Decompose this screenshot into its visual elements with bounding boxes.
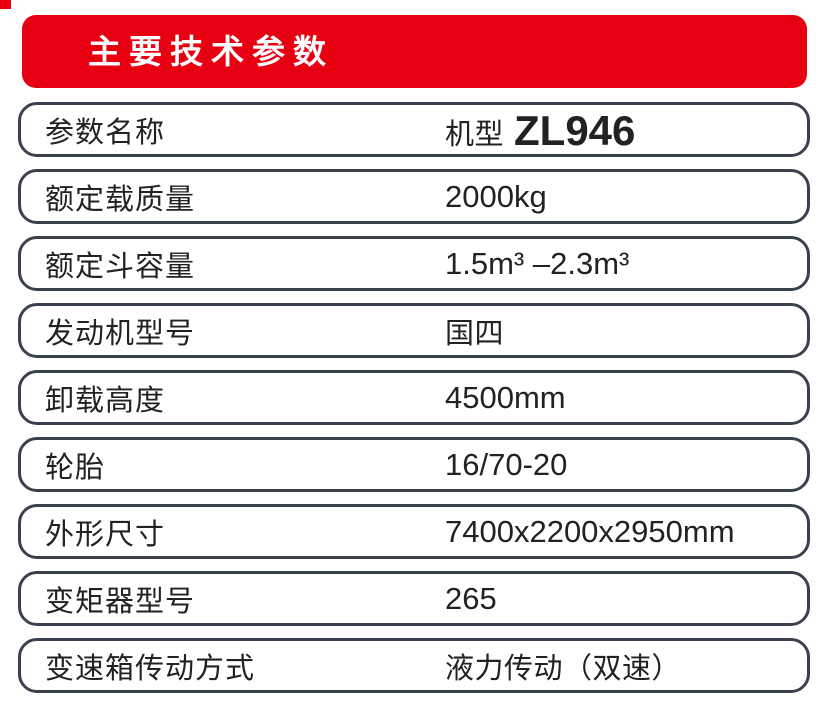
spec-value: 1.5m³ –2.3m³ [445, 245, 630, 281]
spec-label: 额定载质量 [45, 183, 196, 216]
spec-label: 额定斗容量 [45, 250, 196, 283]
red-corner-mark [0, 0, 11, 9]
spec-label: 轮胎 [45, 451, 106, 484]
spec-row-rated-load: 额定载质量 2000kg [18, 169, 810, 224]
spec-row-bucket-capacity: 额定斗容量 1.5m³ –2.3m³ [18, 236, 810, 291]
spec-table: 参数名称 机型 ZL946 额定载质量 2000kg 额定斗容量 1.5m³ –2… [18, 102, 810, 705]
section-title: 主要技术参数 [88, 33, 334, 70]
model-label: 机型 [445, 118, 505, 151]
spec-label: 外形尺寸 [45, 518, 166, 551]
spec-value: 机型 ZL946 [445, 106, 807, 154]
spec-label: 参数名称 [45, 116, 166, 149]
spec-row-dimensions: 外形尺寸 7400x2200x2950mm [18, 504, 810, 559]
spec-value: 7400x2200x2950mm [445, 513, 735, 549]
spec-row-tires: 轮胎 16/70-20 [18, 437, 810, 492]
spec-row-torque-converter: 变矩器型号 265 [18, 571, 810, 626]
spec-row-engine-model: 发动机型号 国四 [18, 303, 810, 358]
spec-label: 卸载高度 [45, 384, 166, 417]
spec-value: 265 [445, 580, 497, 616]
model-number: ZL946 [514, 106, 636, 154]
spec-row-dump-height: 卸载高度 4500mm [18, 370, 810, 425]
spec-label: 发动机型号 [45, 317, 196, 350]
spec-value: 2000kg [445, 178, 547, 214]
spec-value: 液力传动（双速） [445, 652, 682, 685]
spec-label: 变速箱传动方式 [45, 652, 256, 685]
spec-label: 变矩器型号 [45, 585, 196, 618]
spec-value: 16/70-20 [445, 446, 568, 482]
spec-value: 4500mm [445, 379, 566, 415]
section-header-banner: 主要技术参数 [22, 15, 807, 88]
spec-row-parameter-name: 参数名称 机型 ZL946 [18, 102, 810, 157]
spec-row-transmission: 变速箱传动方式 液力传动（双速） [18, 638, 810, 693]
spec-value: 国四 [445, 317, 505, 350]
